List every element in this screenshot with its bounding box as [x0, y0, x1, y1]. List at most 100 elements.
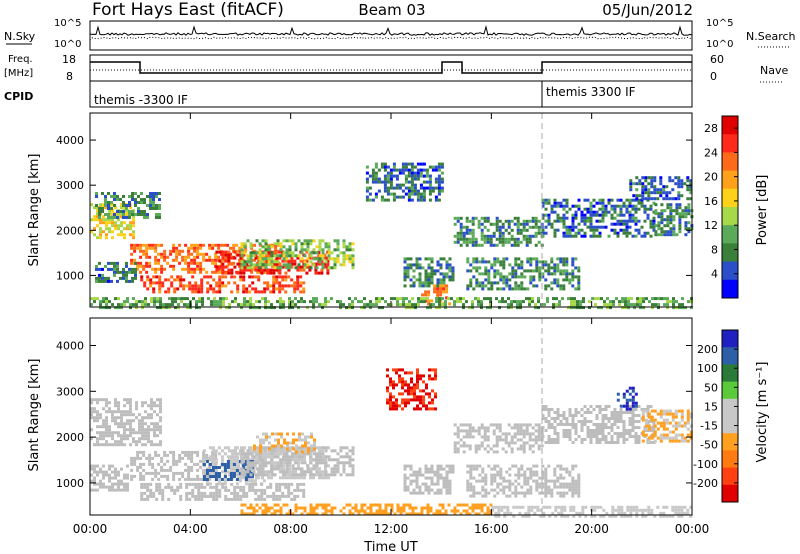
scatter-cell: [117, 488, 120, 492]
scatter-cell: [249, 251, 253, 255]
scatter-cell: [138, 422, 141, 426]
scatter-cell: [163, 462, 167, 466]
scatter-cell: [136, 450, 140, 454]
scatter-cell: [681, 303, 684, 307]
scatter-cell: [416, 174, 420, 178]
scatter-cell: [275, 485, 279, 489]
scatter-cell: [477, 243, 481, 247]
scatter-cell: [383, 162, 387, 166]
scatter-cell: [438, 303, 441, 307]
scatter-cell: [154, 453, 158, 457]
scatter-cell: [217, 267, 221, 271]
scatter-cell: [681, 215, 685, 219]
scatter-cell: [672, 306, 675, 310]
scatter-cell: [254, 275, 258, 279]
scatter-cell: [96, 398, 99, 402]
scatter-cell: [326, 271, 330, 275]
scatter-cell: [234, 470, 237, 474]
scatter-cell: [516, 222, 520, 226]
scatter-cell: [246, 303, 249, 307]
scatter-cell: [159, 303, 162, 307]
scatter-cell: [514, 284, 518, 288]
scatter-cell: [504, 300, 507, 304]
scatter-cell: [592, 231, 596, 235]
scatter-cell: [323, 262, 327, 266]
scatter-cell: [589, 420, 593, 423]
scatter-cell: [538, 485, 542, 489]
scatter-cell: [126, 482, 129, 486]
scatter-cell: [547, 420, 551, 423]
scatter-cell: [306, 257, 310, 261]
scatter-cell: [123, 482, 126, 486]
scatter-cell: [142, 267, 146, 271]
scatter-cell: [160, 270, 164, 274]
scatter-cell: [532, 257, 536, 261]
scatter-cell: [155, 488, 159, 492]
scatter-cell: [139, 264, 143, 268]
scatter-cell: [415, 260, 419, 264]
scatter-cell: [107, 279, 110, 283]
scatter-cell: [248, 290, 252, 294]
scatter-cell: [218, 488, 222, 492]
scatter-cell: [544, 494, 548, 498]
scatter-cell: [312, 248, 316, 252]
scatter-cell: [163, 258, 167, 262]
scatter-cell: [105, 470, 108, 474]
scatter-cell: [99, 203, 102, 207]
scatter-cell: [577, 207, 581, 211]
scatter-cell: [668, 197, 672, 201]
scatter-cell: [381, 306, 384, 310]
scatter-cell: [193, 261, 197, 265]
scatter-cell: [522, 234, 526, 238]
scatter-cell: [375, 297, 378, 301]
scatter-cell: [525, 243, 529, 247]
nsearch-label: N.Search: [746, 30, 796, 43]
scatter-cell: [342, 446, 346, 450]
scatter-cell: [267, 260, 271, 264]
scatter-cell: [448, 302, 452, 306]
scatter-cell: [517, 263, 521, 267]
scatter-cell: [190, 450, 194, 454]
scatter-cell: [130, 243, 134, 247]
scatter-cell: [120, 434, 123, 438]
scatter-cell: [445, 470, 449, 474]
scatter-cell: [235, 461, 239, 465]
scatter-cell: [288, 248, 292, 252]
scatter-cell: [276, 260, 280, 264]
scatter-cell: [659, 182, 663, 186]
scatter-cell: [166, 459, 170, 463]
scatter-cell: [135, 443, 138, 447]
scatter-cell: [678, 203, 682, 207]
scatter-cell: [407, 371, 410, 375]
scatter-cell: [580, 216, 584, 220]
scatter-cell: [406, 263, 410, 267]
scatter-cell: [101, 210, 104, 213]
scatter-cell: [522, 450, 526, 454]
scatter-cell: [538, 269, 542, 273]
scatter-cell: [148, 255, 152, 259]
scatter-cell: [669, 233, 673, 237]
scatter-cell: [282, 470, 286, 474]
scatter-cell: [660, 212, 664, 216]
scatter-cell: [348, 297, 351, 301]
scatter-cell: [504, 438, 508, 442]
scatter-cell: [309, 476, 312, 480]
scatter-cell: [531, 300, 534, 304]
scatter-cell: [231, 467, 234, 471]
scatter-cell: [574, 482, 578, 486]
scatter-cell: [573, 297, 576, 301]
scatter-cell: [427, 467, 431, 471]
scatter-cell: [490, 266, 494, 270]
scatter-cell: [172, 246, 176, 250]
scatter-cell: [306, 248, 310, 252]
scatter-cell: [272, 278, 276, 282]
scatter-cell: [269, 494, 273, 498]
scatter-cell: [642, 300, 645, 304]
scatter-cell: [374, 174, 378, 178]
scatter-cell: [595, 435, 599, 438]
cpid-panel: [89, 80, 693, 108]
scatter-cell: [504, 240, 508, 244]
scatter-cell: [90, 479, 93, 483]
scatter-cell: [475, 278, 479, 282]
scatter-cell: [428, 177, 432, 181]
